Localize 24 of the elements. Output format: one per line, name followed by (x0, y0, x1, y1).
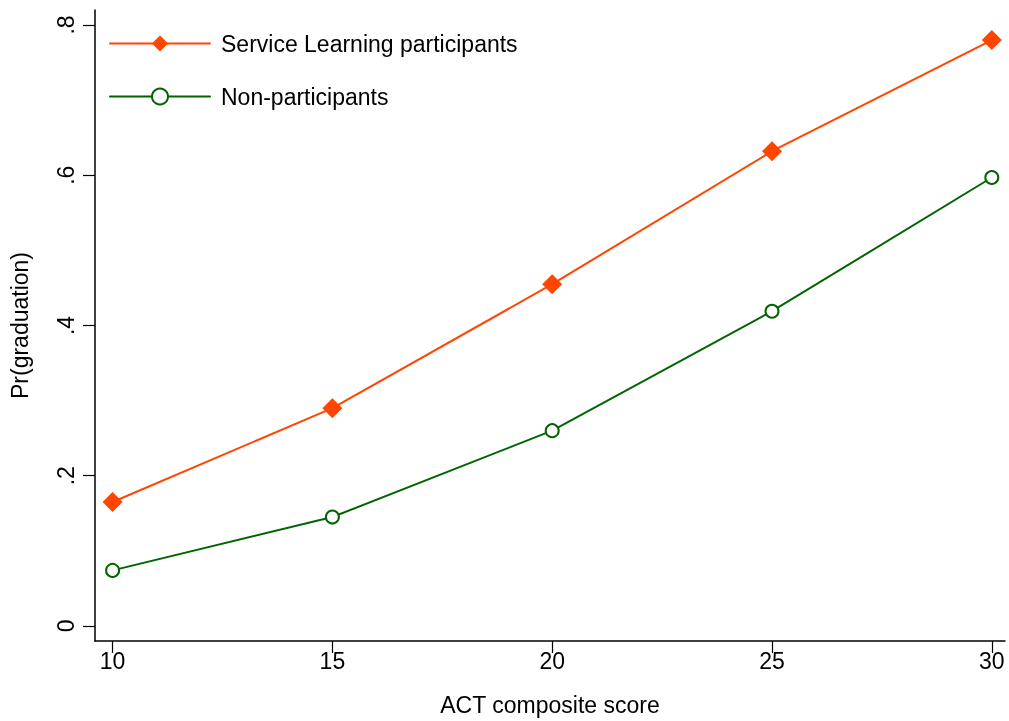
point (762, 141, 782, 162)
x-tick-label: 10 (99, 647, 126, 674)
x-tick-label: 20 (539, 647, 565, 674)
point (764, 303, 780, 319)
point (324, 509, 340, 525)
y-tick-label: .8 (52, 15, 79, 35)
x-axis-title: ACT composite score (440, 691, 660, 718)
y-tick-label: .6 (52, 165, 79, 185)
legend-label: Service Learning participants (221, 30, 518, 57)
point (981, 30, 1002, 51)
y-tick-label: 0 (52, 619, 79, 633)
y-tick-label: .2 (52, 466, 79, 486)
point (984, 170, 1000, 186)
point (322, 398, 343, 419)
legend-label: Non-participants (221, 83, 389, 110)
y-axis-title: Pr(graduation) (6, 251, 33, 400)
point (542, 274, 563, 295)
point (102, 492, 123, 513)
x-tick-label: 15 (319, 647, 346, 674)
y-tick-label: .4 (52, 315, 79, 336)
x-tick-label: 30 (979, 647, 1005, 674)
x-tick-label: 25 (759, 647, 785, 674)
point (544, 423, 560, 439)
point (105, 562, 121, 578)
